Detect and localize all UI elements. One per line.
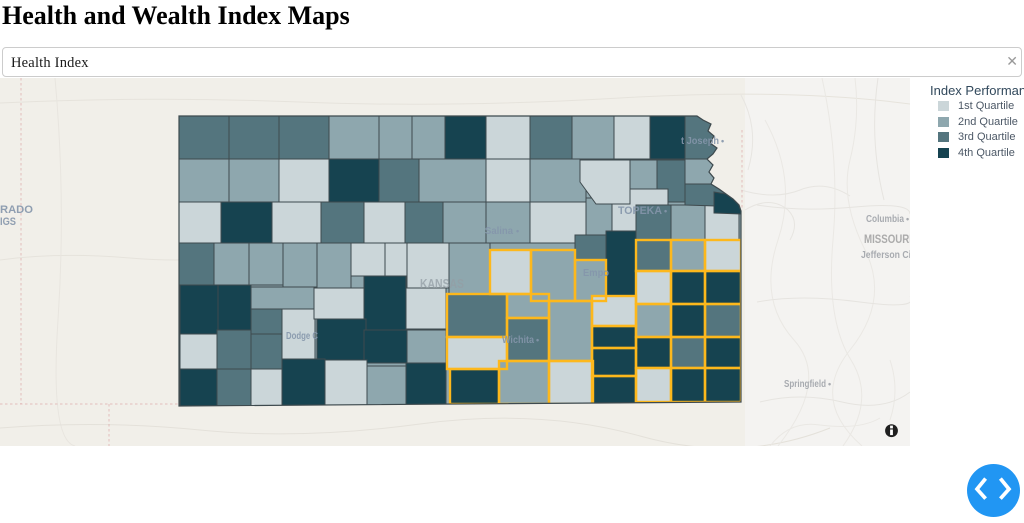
svg-text:•: •: [906, 214, 909, 224]
svg-text:•: •: [664, 206, 667, 216]
svg-text:•: •: [721, 136, 724, 146]
svg-text:Empo: Empo: [583, 267, 609, 279]
svg-text:Dodge C: Dodge C: [286, 330, 318, 342]
svg-text:IGS: IGS: [0, 216, 16, 228]
svg-text:MISSOURI: MISSOURI: [864, 232, 910, 246]
svg-text:•: •: [516, 226, 519, 236]
svg-text:Jefferson Ci: Jefferson Ci: [861, 250, 910, 261]
svg-text:Salina: Salina: [485, 225, 513, 237]
svg-text:TOPEKA: TOPEKA: [618, 205, 662, 217]
svg-text:KANSAS: KANSAS: [420, 276, 464, 291]
svg-text:Columbia: Columbia: [866, 214, 904, 225]
svg-text:•: •: [828, 379, 831, 389]
svg-text:RADO: RADO: [0, 204, 33, 216]
svg-text:Wichita: Wichita: [502, 334, 534, 346]
svg-text:•: •: [536, 335, 539, 345]
svg-text:Springfield: Springfield: [784, 379, 826, 390]
svg-text:t Joseph: t Joseph: [681, 135, 719, 147]
